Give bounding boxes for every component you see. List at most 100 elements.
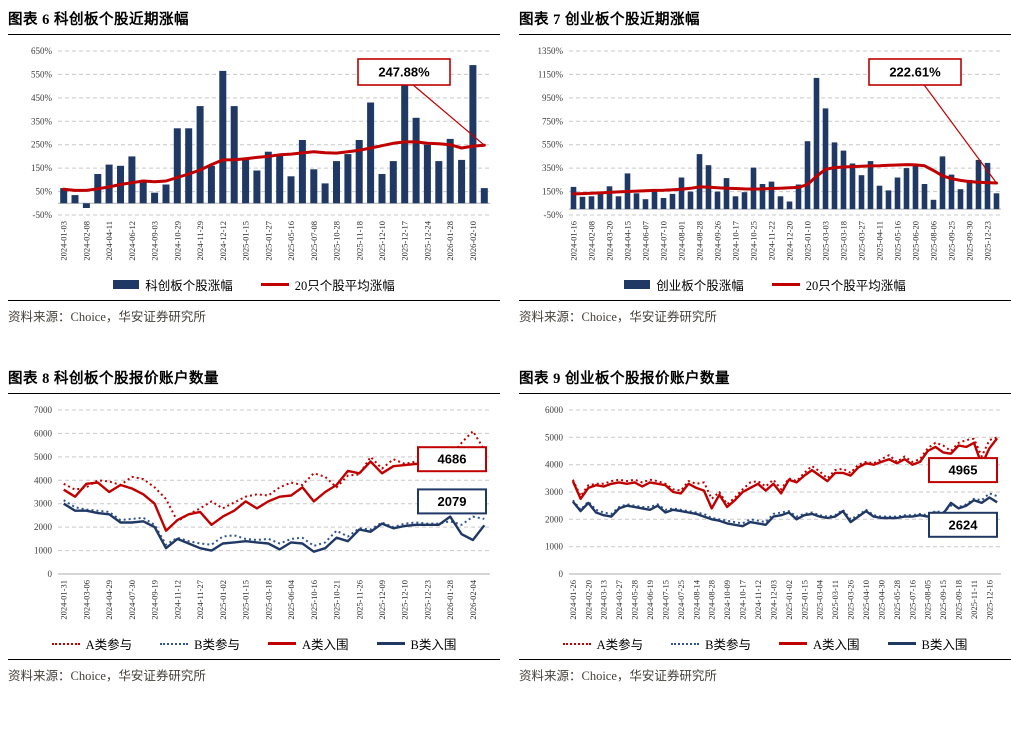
figure-9-legend: A类参与 B类参与 A类入围 B类入围 <box>519 634 1011 653</box>
legend-item: B类参与 <box>671 634 751 653</box>
legend-item: A类入围 <box>779 634 860 653</box>
figure-8-legend: A类参与 B类参与 A类入围 B类入围 <box>8 634 500 653</box>
figure-9-top-rule <box>519 393 1011 394</box>
figure-7-bottom-rule <box>519 300 1011 301</box>
svg-text:2024-03-20: 2024-03-20 <box>605 221 615 261</box>
bar-swatch-icon <box>624 280 651 289</box>
fig9-svg: 6000 5000 4000 3000 2000 1000 0 2024-01-26 2024-… <box>545 405 1001 620</box>
svg-text:2024-10-29: 2024-10-29 <box>172 221 182 261</box>
line-swatch-icon <box>771 283 800 286</box>
figure-7-legend: 创业板个股涨幅 20只个股平均涨幅 <box>519 275 1011 294</box>
svg-text:2024-03-27: 2024-03-27 <box>614 580 624 620</box>
svg-text:450%: 450% <box>31 93 53 103</box>
legend-item: A类入围 <box>268 634 349 653</box>
svg-text:50%: 50% <box>36 187 53 197</box>
legend-label: 20只个股平均涨幅 <box>805 279 906 293</box>
svg-text:5000: 5000 <box>34 452 53 462</box>
dotted-line-swatch-icon <box>160 642 189 645</box>
svg-text:750%: 750% <box>542 116 564 126</box>
svg-text:2024-04-11: 2024-04-11 <box>104 221 114 260</box>
figure-6-legend: 科创板个股涨幅 20只个股平均涨幅 <box>8 275 500 294</box>
svg-text:2025-03-11: 2025-03-11 <box>830 580 840 619</box>
svg-text:2079: 2079 <box>438 494 467 509</box>
svg-text:2024-08-28: 2024-08-28 <box>695 221 705 261</box>
bar-swatch-icon <box>113 280 140 289</box>
svg-text:4000: 4000 <box>545 460 564 470</box>
svg-text:2025-12-09: 2025-12-09 <box>377 580 387 620</box>
svg-text:250%: 250% <box>31 140 53 150</box>
figure-9: 图表 9 创业板个股报价账户数量 6000 5000 4000 3000 2000 100… <box>519 361 1011 686</box>
svg-text:2026-02-04: 2026-02-04 <box>468 579 478 619</box>
svg-text:2024-10-17: 2024-10-17 <box>738 580 748 620</box>
svg-text:2024-07-15: 2024-07-15 <box>660 580 670 620</box>
svg-text:2024-11-12: 2024-11-12 <box>172 580 182 619</box>
svg-text:2624: 2624 <box>949 517 979 532</box>
legend-item: A类参与 <box>562 634 644 653</box>
svg-text:2024-02-08: 2024-02-08 <box>587 221 597 261</box>
legend-label: 20只个股平均涨幅 <box>294 279 395 293</box>
svg-text:2024-06-19: 2024-06-19 <box>645 580 655 620</box>
svg-text:2025-03-03: 2025-03-03 <box>821 221 831 261</box>
svg-text:2024-08-01: 2024-08-01 <box>677 221 687 261</box>
svg-text:2024-07-30: 2024-07-30 <box>127 580 137 620</box>
svg-text:2025-09-30: 2025-09-30 <box>965 221 975 261</box>
legend-label: A类参与 <box>85 638 133 652</box>
legend-label: B类参与 <box>194 638 240 652</box>
svg-text:7000: 7000 <box>34 405 53 415</box>
svg-text:2024-07-10: 2024-07-10 <box>659 221 669 261</box>
svg-text:2025-06-20: 2025-06-20 <box>911 221 921 261</box>
svg-text:2025-05-16: 2025-05-16 <box>893 221 903 261</box>
svg-text:2026-01-28: 2026-01-28 <box>445 221 455 261</box>
svg-text:2025-03-26: 2025-03-26 <box>846 580 856 620</box>
figure-7: 图表 7 创业板个股近期涨幅 1350% 1150% 950% 750% 550% 350… <box>519 2 1011 327</box>
figure-6-title: 图表 6 科创板个股近期涨幅 <box>8 12 189 28</box>
figure-6-chart: 650% 550% 450% 350% 250% 150% 50% -50% 2024-01-0… <box>8 37 500 275</box>
svg-text:2026-02-10: 2026-02-10 <box>468 221 478 261</box>
svg-text:1000: 1000 <box>545 542 564 552</box>
svg-text:2024-01-26: 2024-01-26 <box>568 580 578 620</box>
svg-text:2024-04-29: 2024-04-29 <box>104 580 114 620</box>
svg-text:2025-12-10: 2025-12-10 <box>400 580 410 620</box>
legend-item: A类参与 <box>51 634 133 653</box>
svg-text:2025-01-27: 2025-01-27 <box>263 221 273 261</box>
legend-label: B类入围 <box>410 638 457 652</box>
svg-text:0: 0 <box>48 569 53 579</box>
svg-text:2024-08-28: 2024-08-28 <box>707 580 717 620</box>
legend-item: 科创板个股涨幅 <box>113 275 233 294</box>
legend-item: 20只个股平均涨幅 <box>260 275 395 294</box>
svg-text:-50%: -50% <box>33 210 53 220</box>
svg-text:2025-08-05: 2025-08-05 <box>923 580 933 620</box>
line-swatch-icon <box>779 642 807 645</box>
svg-text:2024-05-28: 2024-05-28 <box>630 580 640 620</box>
svg-text:350%: 350% <box>31 116 53 126</box>
svg-text:2025-01-02: 2025-01-02 <box>218 580 228 620</box>
svg-text:222.61%: 222.61% <box>889 65 941 80</box>
svg-text:5000: 5000 <box>545 432 564 442</box>
svg-text:2025-12-23: 2025-12-23 <box>983 221 993 261</box>
figure-8-title: 图表 8 科创板个股报价账户数量 <box>8 371 219 387</box>
svg-text:2025-01-15: 2025-01-15 <box>241 221 251 261</box>
svg-text:247.88%: 247.88% <box>378 65 430 80</box>
svg-text:2025-04-10: 2025-04-10 <box>861 580 871 620</box>
svg-text:2024-02-08: 2024-02-08 <box>81 221 91 261</box>
legend-label: A类参与 <box>596 638 644 652</box>
svg-text:6000: 6000 <box>545 405 564 415</box>
svg-text:2025-10-21: 2025-10-21 <box>332 580 342 620</box>
svg-text:2025-03-04: 2025-03-04 <box>815 579 825 619</box>
svg-text:2024-11-22: 2024-11-22 <box>767 221 777 260</box>
svg-text:2025-03-27: 2025-03-27 <box>857 221 867 261</box>
figure-6-top-rule <box>8 34 500 35</box>
dotted-line-swatch-icon <box>51 642 80 645</box>
dotted-line-swatch-icon <box>562 642 591 645</box>
svg-text:2024-09-03: 2024-09-03 <box>150 221 160 261</box>
svg-text:2025-09-18: 2025-09-18 <box>954 580 964 620</box>
figure-8-chart: 7000 6000 5000 4000 3000 2000 1000 0 2024-01-31 2… <box>8 396 500 634</box>
figure-6: 图表 6 科创板个股近期涨幅 650% 550% 450% 350% 250% 150% 5… <box>8 2 500 327</box>
svg-text:150%: 150% <box>542 187 564 197</box>
svg-text:2024-12-20: 2024-12-20 <box>785 221 795 261</box>
figure-9-source: 资料来源：Choice，华安证券研究所 <box>519 669 717 683</box>
svg-text:-50%: -50% <box>544 210 564 220</box>
svg-text:2025-06-04: 2025-06-04 <box>286 579 296 619</box>
svg-text:2000: 2000 <box>545 514 564 524</box>
svg-text:2025-01-15: 2025-01-15 <box>241 580 251 620</box>
